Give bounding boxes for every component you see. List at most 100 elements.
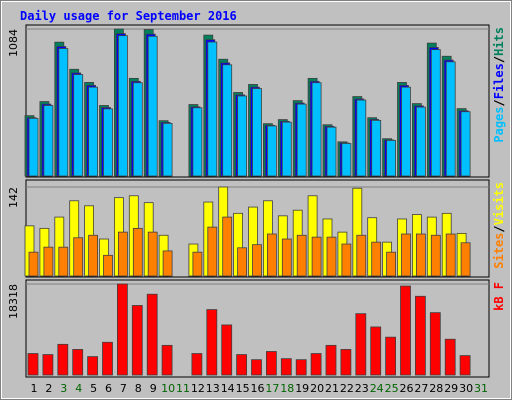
x-tick-label: 27 bbox=[414, 382, 428, 395]
bar bbox=[88, 86, 98, 177]
bar bbox=[132, 227, 143, 277]
x-tick-label: 17 bbox=[265, 382, 279, 395]
x-tick-label: 25 bbox=[385, 382, 399, 395]
bar bbox=[43, 246, 54, 277]
bar bbox=[415, 106, 426, 177]
legend-entry: Sites bbox=[492, 233, 506, 269]
bar bbox=[118, 231, 128, 277]
bar bbox=[401, 86, 411, 177]
bar bbox=[58, 48, 69, 177]
bar bbox=[192, 107, 203, 177]
x-tick-label: 10 bbox=[161, 382, 175, 395]
x-tick-label: 16 bbox=[251, 382, 265, 395]
bar bbox=[280, 358, 292, 376]
legend: Pages/Files/Hits bbox=[492, 27, 506, 143]
bar bbox=[296, 103, 307, 177]
bar bbox=[72, 349, 84, 376]
bar bbox=[401, 233, 411, 277]
bar bbox=[58, 246, 69, 277]
bar bbox=[191, 353, 203, 376]
bar bbox=[237, 247, 248, 277]
bar bbox=[118, 35, 128, 177]
bar bbox=[147, 35, 158, 177]
x-tick-label: 24 bbox=[370, 382, 384, 395]
legend-separator: / bbox=[492, 225, 506, 232]
x-tick-label: 7 bbox=[120, 382, 127, 395]
legend-entry: kB F bbox=[492, 282, 506, 311]
bar bbox=[326, 126, 337, 177]
bar bbox=[356, 99, 367, 177]
bar bbox=[340, 349, 352, 376]
x-tick-label: 21 bbox=[325, 382, 339, 395]
bar bbox=[42, 354, 54, 376]
bar bbox=[445, 61, 456, 177]
bar bbox=[281, 121, 292, 177]
bar bbox=[429, 312, 441, 376]
bar bbox=[325, 344, 337, 376]
bar bbox=[207, 41, 218, 177]
x-tick-label: 13 bbox=[206, 382, 220, 395]
x-tick-label: 3 bbox=[60, 382, 67, 395]
legend-entry: Hits bbox=[492, 27, 506, 56]
x-tick-label: 15 bbox=[236, 382, 250, 395]
x-tick-label: 6 bbox=[105, 382, 112, 395]
bar bbox=[162, 250, 173, 277]
bar bbox=[43, 105, 54, 177]
bar bbox=[341, 243, 352, 277]
x-tick-label: 19 bbox=[295, 382, 309, 395]
bar bbox=[206, 309, 218, 376]
bar bbox=[386, 251, 397, 277]
bar bbox=[400, 285, 411, 376]
x-tick-label: 4 bbox=[75, 382, 82, 395]
x-tick-label: 9 bbox=[150, 382, 157, 395]
bar bbox=[415, 233, 426, 277]
x-tick-label: 1 bbox=[31, 382, 38, 395]
x-tick-label: 8 bbox=[135, 382, 142, 395]
bar bbox=[266, 233, 277, 277]
bar bbox=[28, 251, 39, 277]
bar bbox=[192, 251, 203, 277]
x-tick-label: 22 bbox=[340, 382, 354, 395]
legend-entry: Files bbox=[492, 63, 506, 99]
bar bbox=[371, 120, 382, 177]
x-tick-label: 11 bbox=[176, 382, 190, 395]
bar bbox=[356, 234, 367, 277]
bar bbox=[132, 82, 143, 177]
x-tick-label: 26 bbox=[400, 382, 414, 395]
bar bbox=[207, 226, 218, 277]
bar bbox=[444, 338, 456, 376]
bar bbox=[251, 359, 262, 376]
x-tick-label: 30 bbox=[459, 382, 473, 395]
bar bbox=[147, 231, 158, 277]
bar bbox=[460, 111, 471, 177]
bar bbox=[117, 283, 128, 376]
bar bbox=[311, 82, 322, 177]
bar bbox=[162, 122, 173, 177]
bar bbox=[146, 293, 158, 376]
bar bbox=[311, 236, 322, 277]
legend: Sites/Visits bbox=[492, 182, 506, 269]
bar bbox=[57, 343, 69, 376]
x-tick-label: 14 bbox=[221, 382, 235, 395]
x-tick-label: 29 bbox=[444, 382, 458, 395]
y-tick-label: 142 bbox=[7, 187, 20, 208]
bar bbox=[386, 140, 397, 177]
legend-separator: / bbox=[492, 99, 506, 106]
legend-separator: / bbox=[492, 56, 506, 63]
bar bbox=[445, 233, 456, 277]
bar bbox=[295, 359, 307, 376]
x-tick-label: 23 bbox=[355, 382, 369, 395]
bar bbox=[102, 341, 113, 376]
bar bbox=[460, 242, 471, 277]
bar bbox=[370, 326, 382, 376]
bar bbox=[385, 336, 397, 376]
bar bbox=[414, 295, 426, 376]
bar bbox=[27, 353, 39, 376]
y-tick-label: 1084 bbox=[7, 29, 20, 57]
bar bbox=[266, 125, 277, 177]
bar bbox=[355, 313, 367, 376]
bar bbox=[310, 353, 322, 376]
legend: kB F bbox=[492, 282, 506, 311]
bar bbox=[87, 356, 98, 376]
x-tick-label: 28 bbox=[429, 382, 443, 395]
